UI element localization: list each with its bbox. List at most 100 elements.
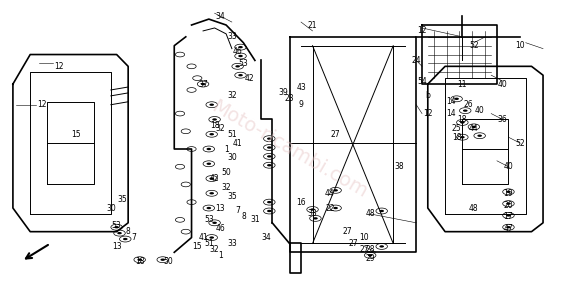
Circle shape bbox=[137, 259, 142, 261]
Text: 12: 12 bbox=[54, 62, 64, 71]
Text: 38: 38 bbox=[394, 162, 404, 171]
Text: 10: 10 bbox=[360, 233, 369, 242]
Text: 14: 14 bbox=[446, 109, 456, 118]
Text: 44: 44 bbox=[325, 189, 335, 198]
Circle shape bbox=[313, 217, 318, 220]
Text: 12: 12 bbox=[417, 27, 427, 35]
Text: 24: 24 bbox=[412, 56, 421, 65]
Circle shape bbox=[455, 98, 459, 100]
Text: 39: 39 bbox=[279, 89, 288, 97]
Text: 47: 47 bbox=[504, 224, 514, 233]
Text: 11: 11 bbox=[457, 80, 467, 89]
Text: 32: 32 bbox=[215, 124, 225, 133]
Text: 35: 35 bbox=[227, 192, 237, 201]
Text: 10: 10 bbox=[515, 41, 525, 50]
Circle shape bbox=[210, 236, 214, 239]
Text: 21: 21 bbox=[308, 21, 317, 30]
Text: 7: 7 bbox=[235, 207, 240, 215]
Text: 40: 40 bbox=[504, 162, 514, 171]
Text: 33: 33 bbox=[227, 239, 237, 248]
Text: 50: 50 bbox=[221, 168, 231, 177]
Text: 27: 27 bbox=[348, 239, 358, 248]
Circle shape bbox=[210, 177, 214, 180]
Text: 37: 37 bbox=[198, 80, 208, 89]
Circle shape bbox=[238, 55, 243, 57]
Text: 53: 53 bbox=[112, 221, 122, 230]
Text: 28: 28 bbox=[365, 245, 375, 254]
Text: 20: 20 bbox=[504, 201, 513, 209]
Text: 31: 31 bbox=[250, 215, 260, 224]
Circle shape bbox=[267, 137, 272, 140]
Text: 13: 13 bbox=[215, 204, 225, 212]
Text: 52: 52 bbox=[515, 139, 525, 148]
Text: 15: 15 bbox=[71, 130, 81, 139]
Text: b: b bbox=[426, 91, 430, 100]
Text: 26: 26 bbox=[463, 100, 473, 109]
Circle shape bbox=[114, 226, 119, 228]
Text: 23: 23 bbox=[285, 94, 294, 103]
Text: 42: 42 bbox=[210, 174, 219, 183]
Circle shape bbox=[160, 259, 165, 261]
Text: 1: 1 bbox=[223, 145, 229, 153]
Text: 33: 33 bbox=[307, 209, 317, 218]
Circle shape bbox=[368, 254, 372, 257]
Circle shape bbox=[210, 192, 214, 195]
Text: 18: 18 bbox=[135, 257, 144, 266]
Circle shape bbox=[201, 83, 206, 85]
Text: 18: 18 bbox=[452, 133, 461, 142]
Circle shape bbox=[310, 208, 315, 211]
Text: 18: 18 bbox=[457, 115, 467, 124]
Circle shape bbox=[117, 232, 122, 234]
Text: 46: 46 bbox=[233, 47, 243, 56]
Text: 41: 41 bbox=[233, 139, 243, 148]
Text: 43: 43 bbox=[296, 83, 306, 91]
Text: 15: 15 bbox=[192, 242, 202, 251]
Circle shape bbox=[207, 207, 211, 209]
Text: 34: 34 bbox=[215, 12, 225, 21]
Text: 12: 12 bbox=[423, 109, 433, 118]
Circle shape bbox=[238, 74, 243, 76]
Text: 18: 18 bbox=[210, 121, 219, 130]
Text: 42: 42 bbox=[244, 74, 254, 83]
Text: 41: 41 bbox=[198, 233, 208, 242]
Text: 52: 52 bbox=[469, 41, 479, 50]
Text: 17: 17 bbox=[504, 212, 513, 221]
Text: 40: 40 bbox=[498, 80, 508, 89]
Circle shape bbox=[212, 118, 217, 121]
Circle shape bbox=[267, 146, 272, 149]
Circle shape bbox=[379, 245, 384, 248]
Circle shape bbox=[210, 103, 214, 106]
Text: 1: 1 bbox=[218, 251, 223, 260]
Text: 25: 25 bbox=[452, 124, 461, 133]
Text: 27: 27 bbox=[342, 227, 352, 236]
Text: 8: 8 bbox=[241, 212, 245, 221]
Text: 36: 36 bbox=[498, 115, 508, 124]
Circle shape bbox=[506, 191, 511, 193]
Circle shape bbox=[210, 133, 214, 135]
Circle shape bbox=[334, 207, 338, 209]
Text: 9: 9 bbox=[299, 100, 303, 109]
Text: 29: 29 bbox=[365, 254, 375, 263]
Circle shape bbox=[267, 210, 272, 212]
Text: 19: 19 bbox=[504, 189, 513, 198]
Text: 30: 30 bbox=[227, 153, 237, 162]
Text: 32: 32 bbox=[227, 91, 237, 100]
Text: 12: 12 bbox=[37, 100, 46, 109]
Text: 35: 35 bbox=[118, 195, 127, 204]
Circle shape bbox=[379, 210, 384, 212]
Text: 51: 51 bbox=[227, 130, 237, 139]
Text: 53: 53 bbox=[204, 215, 214, 224]
Circle shape bbox=[506, 214, 511, 217]
Text: 14: 14 bbox=[446, 97, 456, 106]
Text: 32: 32 bbox=[221, 183, 231, 192]
Text: 27: 27 bbox=[331, 130, 340, 139]
Circle shape bbox=[463, 109, 468, 112]
Text: 22: 22 bbox=[325, 204, 335, 212]
Circle shape bbox=[477, 134, 482, 137]
Circle shape bbox=[506, 202, 511, 205]
Text: 50: 50 bbox=[164, 257, 173, 266]
Text: Moto-ricambi.com: Moto-ricambi.com bbox=[208, 97, 371, 201]
Text: 16: 16 bbox=[296, 198, 306, 207]
Circle shape bbox=[460, 136, 465, 138]
Text: 8: 8 bbox=[126, 227, 130, 236]
